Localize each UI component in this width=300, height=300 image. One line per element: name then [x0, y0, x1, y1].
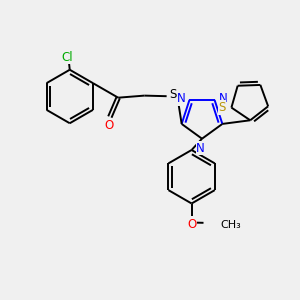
Text: N: N: [196, 142, 205, 155]
Text: O: O: [105, 119, 114, 132]
Text: S: S: [218, 101, 226, 114]
Text: N: N: [177, 92, 185, 105]
Text: Cl: Cl: [61, 51, 73, 64]
Text: O: O: [187, 218, 196, 231]
Text: N: N: [218, 92, 227, 105]
Text: CH₃: CH₃: [220, 220, 241, 230]
Text: S: S: [169, 88, 177, 101]
